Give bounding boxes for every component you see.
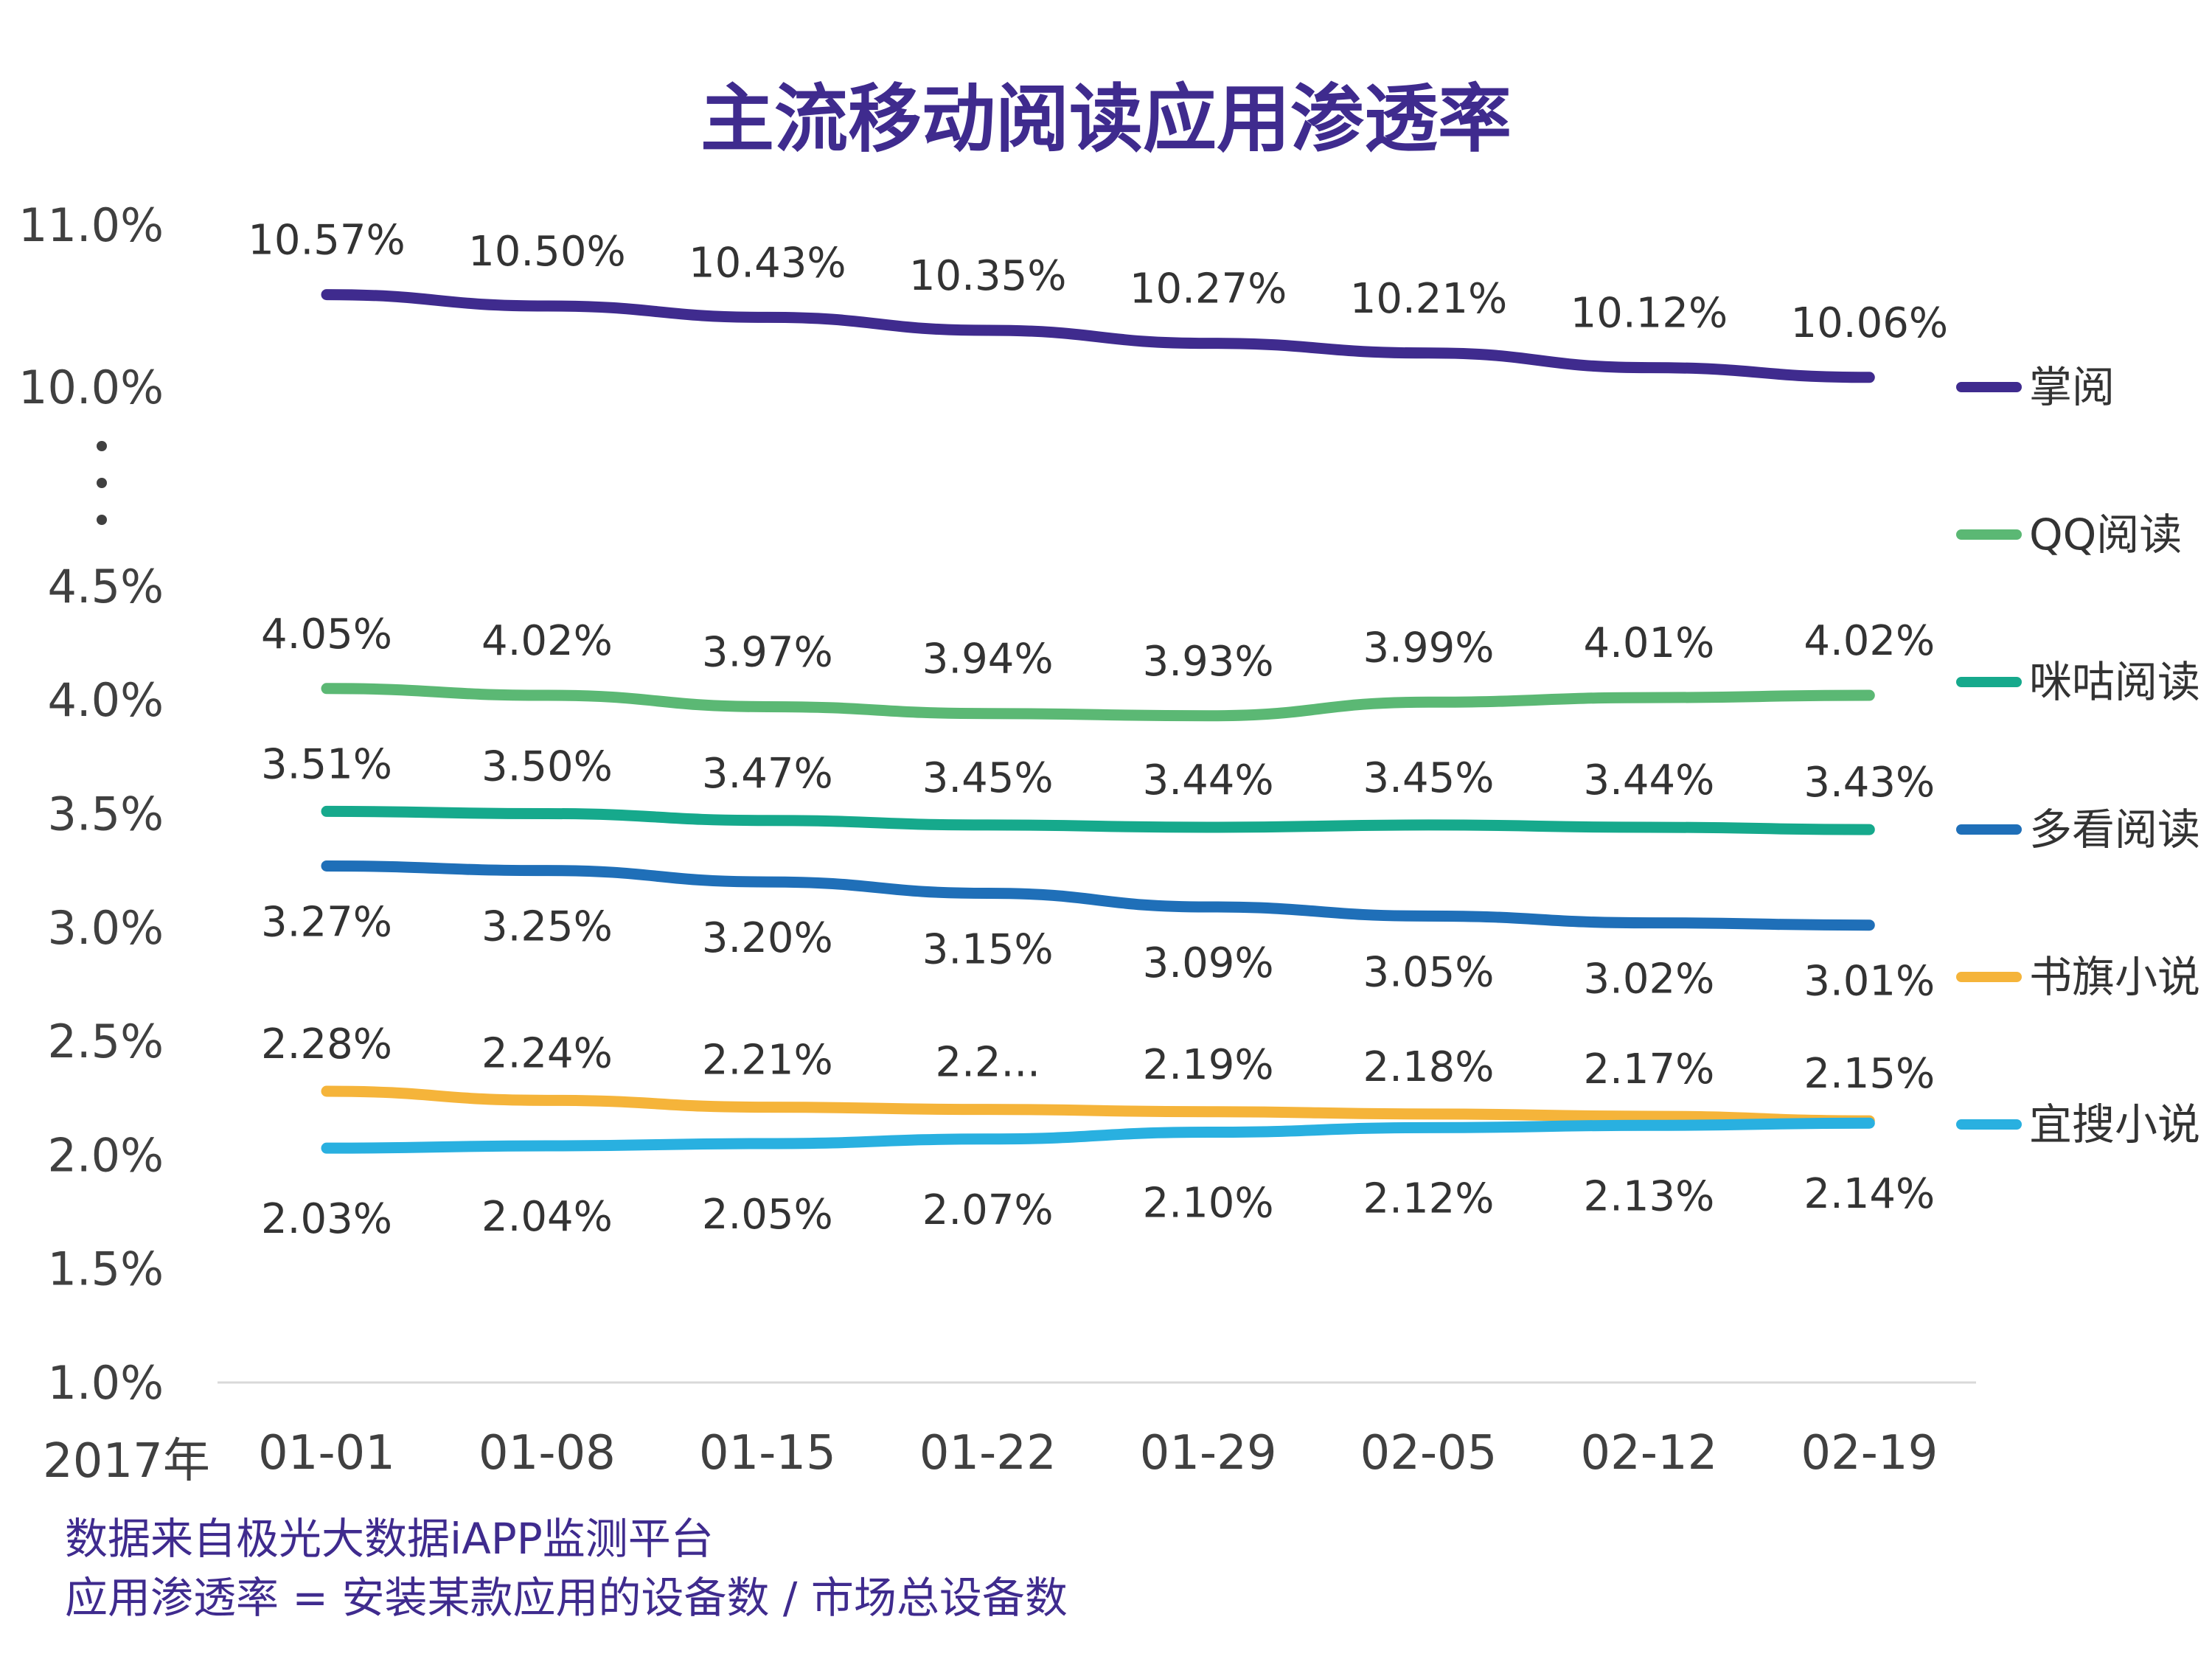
data-label: 3.20% xyxy=(702,914,833,962)
data-label: 2.12% xyxy=(1363,1175,1495,1222)
y-tick-label: 4.0% xyxy=(47,673,164,727)
y-tick-label: 1.0% xyxy=(47,1356,164,1410)
x-tick-label: 02-19 xyxy=(1801,1426,1938,1481)
data-label: 3.27% xyxy=(261,898,392,946)
data-label: 2.18% xyxy=(1363,1043,1495,1091)
data-label: 10.35% xyxy=(909,252,1067,300)
data-label: 2.04% xyxy=(481,1193,613,1241)
x-tick-label: 01-01 xyxy=(258,1426,395,1481)
data-label: 3.25% xyxy=(481,903,613,951)
data-label: 3.45% xyxy=(1363,754,1495,802)
data-label: 3.44% xyxy=(1143,757,1274,804)
legend-label: 书旗小说 xyxy=(2029,952,2200,1002)
data-label: 3.51% xyxy=(261,740,392,788)
legend-label: 宜搜小说 xyxy=(2029,1099,2200,1150)
data-label: 3.02% xyxy=(1583,956,1714,1004)
data-label: 2.17% xyxy=(1583,1046,1714,1093)
data-label: 2.19% xyxy=(1143,1041,1274,1089)
y-tick-label: 3.0% xyxy=(47,901,164,955)
data-label: 4.05% xyxy=(261,611,392,658)
x-axis-year-prefix: 2017年 xyxy=(43,1434,210,1489)
series-line xyxy=(321,860,1875,931)
data-label: 10.06% xyxy=(1791,299,1949,347)
data-label: 3.45% xyxy=(922,754,1054,802)
data-label: 3.44% xyxy=(1583,757,1714,804)
data-label: 3.05% xyxy=(1363,948,1495,996)
axis-break-dot xyxy=(97,515,107,525)
y-tick-label: 11.0% xyxy=(18,198,164,252)
axis-break-dot xyxy=(97,478,107,488)
data-label: 2.24% xyxy=(481,1029,613,1077)
footnote-definition: 应用渗透率 = 安装某款应用的设备数 / 市场总设备数 xyxy=(65,1573,1068,1623)
data-label: 4.01% xyxy=(1583,619,1714,667)
x-tick-label: 01-22 xyxy=(919,1426,1057,1481)
axis-break-dot xyxy=(97,441,107,451)
x-tick-label: 01-29 xyxy=(1140,1426,1277,1481)
data-label: 2.28% xyxy=(261,1020,392,1068)
y-tick-label: 10.0% xyxy=(18,361,164,414)
data-label: 2.13% xyxy=(1583,1172,1714,1220)
x-tick-label: 02-12 xyxy=(1580,1426,1717,1481)
data-label: 3.94% xyxy=(922,636,1054,684)
data-label: 3.15% xyxy=(922,926,1054,974)
data-label: 10.57% xyxy=(248,217,406,265)
series-line xyxy=(321,1085,1875,1127)
series-line xyxy=(321,1117,1875,1154)
data-label: 10.50% xyxy=(468,228,626,276)
legend-label: 咪咕阅读 xyxy=(2029,657,2200,707)
data-label: 2.03% xyxy=(261,1195,392,1243)
legend-label: QQ阅读 xyxy=(2029,509,2182,560)
data-label: 3.99% xyxy=(1363,624,1495,672)
x-tick-label: 01-08 xyxy=(479,1426,616,1481)
data-label: 10.27% xyxy=(1130,265,1287,313)
data-label: 4.02% xyxy=(481,617,613,665)
footnote-source: 数据来自极光大数据iAPP监测平台 xyxy=(65,1514,714,1564)
series-line xyxy=(321,289,1875,383)
data-label: 10.21% xyxy=(1350,275,1508,323)
y-tick-label: 3.5% xyxy=(47,787,164,841)
data-label: 3.09% xyxy=(1143,939,1274,987)
y-tick-label: 1.5% xyxy=(47,1242,164,1296)
x-tick-label: 01-15 xyxy=(699,1426,836,1481)
data-label: 10.12% xyxy=(1571,290,1728,338)
data-label: 4.02% xyxy=(1804,617,1935,665)
data-label: 2.14% xyxy=(1804,1170,1935,1218)
legend-label: 掌阅 xyxy=(2029,362,2115,412)
data-label: 2.21% xyxy=(702,1037,833,1085)
y-tick-label: 2.5% xyxy=(47,1015,164,1068)
y-tick-label: 4.5% xyxy=(47,560,164,613)
series-line xyxy=(321,805,1875,835)
series-line xyxy=(321,683,1875,722)
data-label: 3.47% xyxy=(702,750,833,798)
data-label: 2.15% xyxy=(1804,1050,1935,1098)
y-tick-label: 2.0% xyxy=(47,1128,164,1182)
data-label: 2.10% xyxy=(1143,1180,1274,1228)
data-label: 2.07% xyxy=(922,1186,1054,1234)
data-label: 2.05% xyxy=(702,1191,833,1239)
data-label: 3.97% xyxy=(702,628,833,676)
data-label: 3.01% xyxy=(1804,958,1935,1006)
data-label: 2.2... xyxy=(935,1039,1040,1087)
data-label: 3.50% xyxy=(481,743,613,791)
x-tick-label: 02-05 xyxy=(1360,1426,1498,1481)
data-label: 3.93% xyxy=(1143,638,1274,686)
legend-label: 多看阅读 xyxy=(2029,804,2200,855)
data-label: 10.43% xyxy=(689,239,846,287)
chart-title: 主流移动阅读应用渗透率 xyxy=(700,76,1512,162)
data-label: 3.43% xyxy=(1804,759,1935,807)
